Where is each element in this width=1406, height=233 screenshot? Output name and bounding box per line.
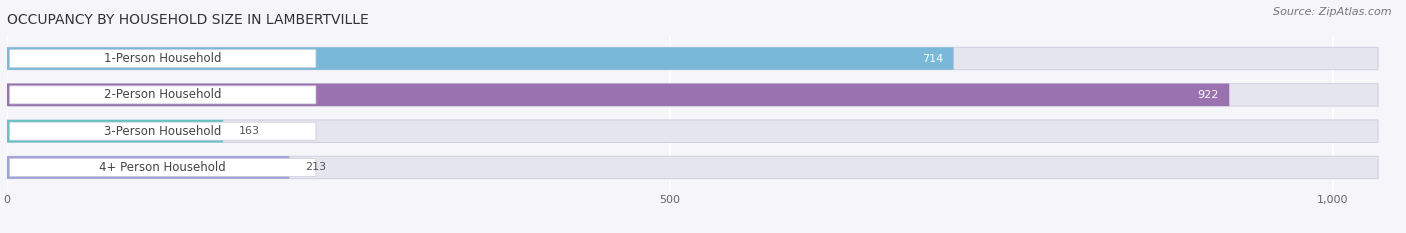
Text: OCCUPANCY BY HOUSEHOLD SIZE IN LAMBERTVILLE: OCCUPANCY BY HOUSEHOLD SIZE IN LAMBERTVI… [7, 13, 368, 27]
FancyBboxPatch shape [10, 86, 316, 104]
FancyBboxPatch shape [7, 84, 1378, 106]
FancyBboxPatch shape [7, 47, 953, 70]
Text: 163: 163 [239, 126, 260, 136]
FancyBboxPatch shape [7, 47, 1378, 70]
Text: 714: 714 [922, 54, 943, 64]
FancyBboxPatch shape [10, 50, 316, 68]
FancyBboxPatch shape [10, 122, 316, 140]
FancyBboxPatch shape [7, 156, 1378, 179]
Text: Source: ZipAtlas.com: Source: ZipAtlas.com [1274, 7, 1392, 17]
FancyBboxPatch shape [10, 158, 316, 176]
FancyBboxPatch shape [7, 84, 1229, 106]
Text: 922: 922 [1198, 90, 1219, 100]
Text: 3-Person Household: 3-Person Household [104, 125, 222, 138]
Text: 1-Person Household: 1-Person Household [104, 52, 222, 65]
Text: 2-Person Household: 2-Person Household [104, 88, 222, 101]
FancyBboxPatch shape [7, 120, 224, 142]
Text: 213: 213 [305, 162, 326, 172]
FancyBboxPatch shape [7, 156, 290, 179]
FancyBboxPatch shape [7, 120, 1378, 142]
Text: 4+ Person Household: 4+ Person Household [100, 161, 226, 174]
